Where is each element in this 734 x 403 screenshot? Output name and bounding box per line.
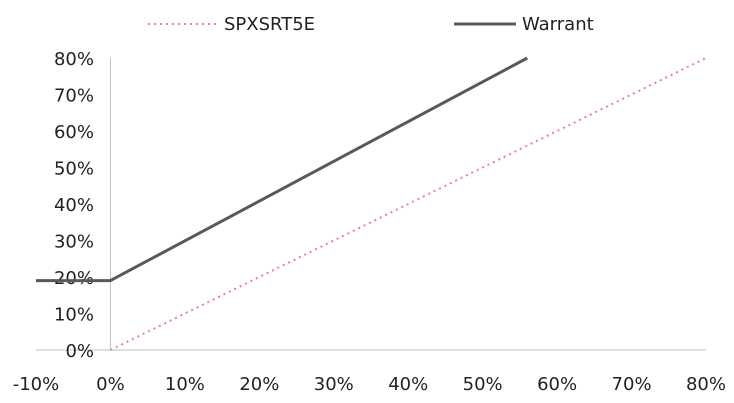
series-line-warrant — [36, 56, 529, 283]
legend-label: SPXSRT5E — [224, 14, 315, 35]
legend: SPXSRT5E Warrant — [148, 14, 594, 35]
y-tick-label: 20% — [54, 268, 94, 289]
x-tick-label: -10% — [13, 374, 60, 395]
x-tick-label: 30% — [314, 374, 354, 395]
series — [36, 56, 707, 351]
legend-item: SPXSRT5E — [148, 14, 315, 35]
x-tick-label: 20% — [239, 374, 279, 395]
series-line-spxsrt5e — [109, 57, 707, 351]
y-tick-label: 40% — [54, 195, 94, 216]
y-tick-label: 10% — [54, 305, 94, 326]
y-tick-label: 60% — [54, 122, 94, 143]
x-tick-label: 0% — [96, 374, 125, 395]
x-tick-label: 60% — [537, 374, 577, 395]
y-tick-label: 70% — [54, 86, 94, 107]
legend-item: Warrant — [454, 14, 594, 35]
x-tick-label: 50% — [463, 374, 503, 395]
y-tick-label: 80% — [54, 49, 94, 70]
x-tick-label: 70% — [612, 374, 652, 395]
x-tick-label: 40% — [388, 374, 428, 395]
y-tick-label: 30% — [54, 232, 94, 253]
x-tick-label: 10% — [165, 374, 205, 395]
axes — [36, 58, 706, 351]
x-tick-label: 80% — [686, 374, 726, 395]
x-axis-tick-labels: -10% 0% 10% 20% 30% 40% 50% 60% 70% 80% — [13, 374, 726, 395]
y-tick-label: 50% — [54, 159, 94, 180]
legend-label: Warrant — [522, 14, 594, 35]
y-axis-tick-labels: 0% 10% 20% 30% 40% 50% 60% 70% 80% — [54, 49, 94, 362]
y-tick-label: 0% — [65, 341, 94, 362]
